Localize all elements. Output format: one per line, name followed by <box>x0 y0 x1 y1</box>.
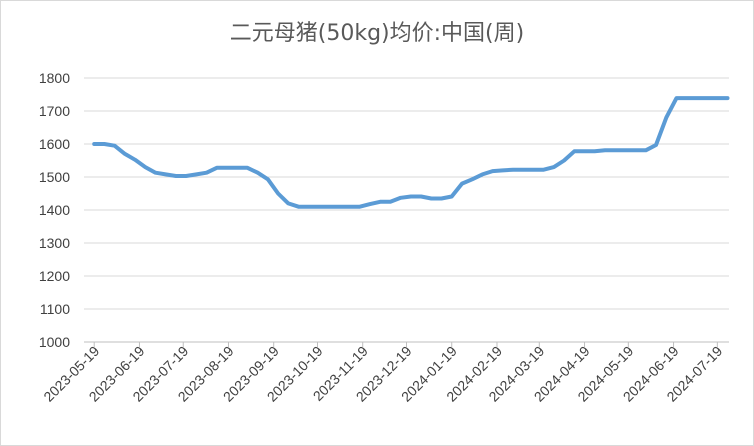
gridlines <box>84 77 729 310</box>
y-tick-label: 1800 <box>39 70 70 86</box>
chart-title: 二元母猪(50kg)均价:中国(周) <box>230 21 524 46</box>
y-tick-label: 1200 <box>39 268 70 284</box>
y-tick-label: 1500 <box>39 169 70 185</box>
series-line <box>92 96 730 209</box>
y-tick-label: 1700 <box>39 103 70 119</box>
y-tick-label: 1300 <box>39 235 70 251</box>
y-tick-label: 1100 <box>40 301 70 317</box>
y-tick-label: 1000 <box>39 334 70 350</box>
y-axis-tick-labels: 1000 1100 1200 1300 1400 1500 1600 1700 1800 <box>39 70 70 350</box>
x-axis-tick-labels: 2023-05-192023-06-192023-07-192023-08-19… <box>40 342 726 405</box>
y-tick-label: 1400 <box>39 202 70 218</box>
y-tick-label: 1600 <box>39 136 70 152</box>
